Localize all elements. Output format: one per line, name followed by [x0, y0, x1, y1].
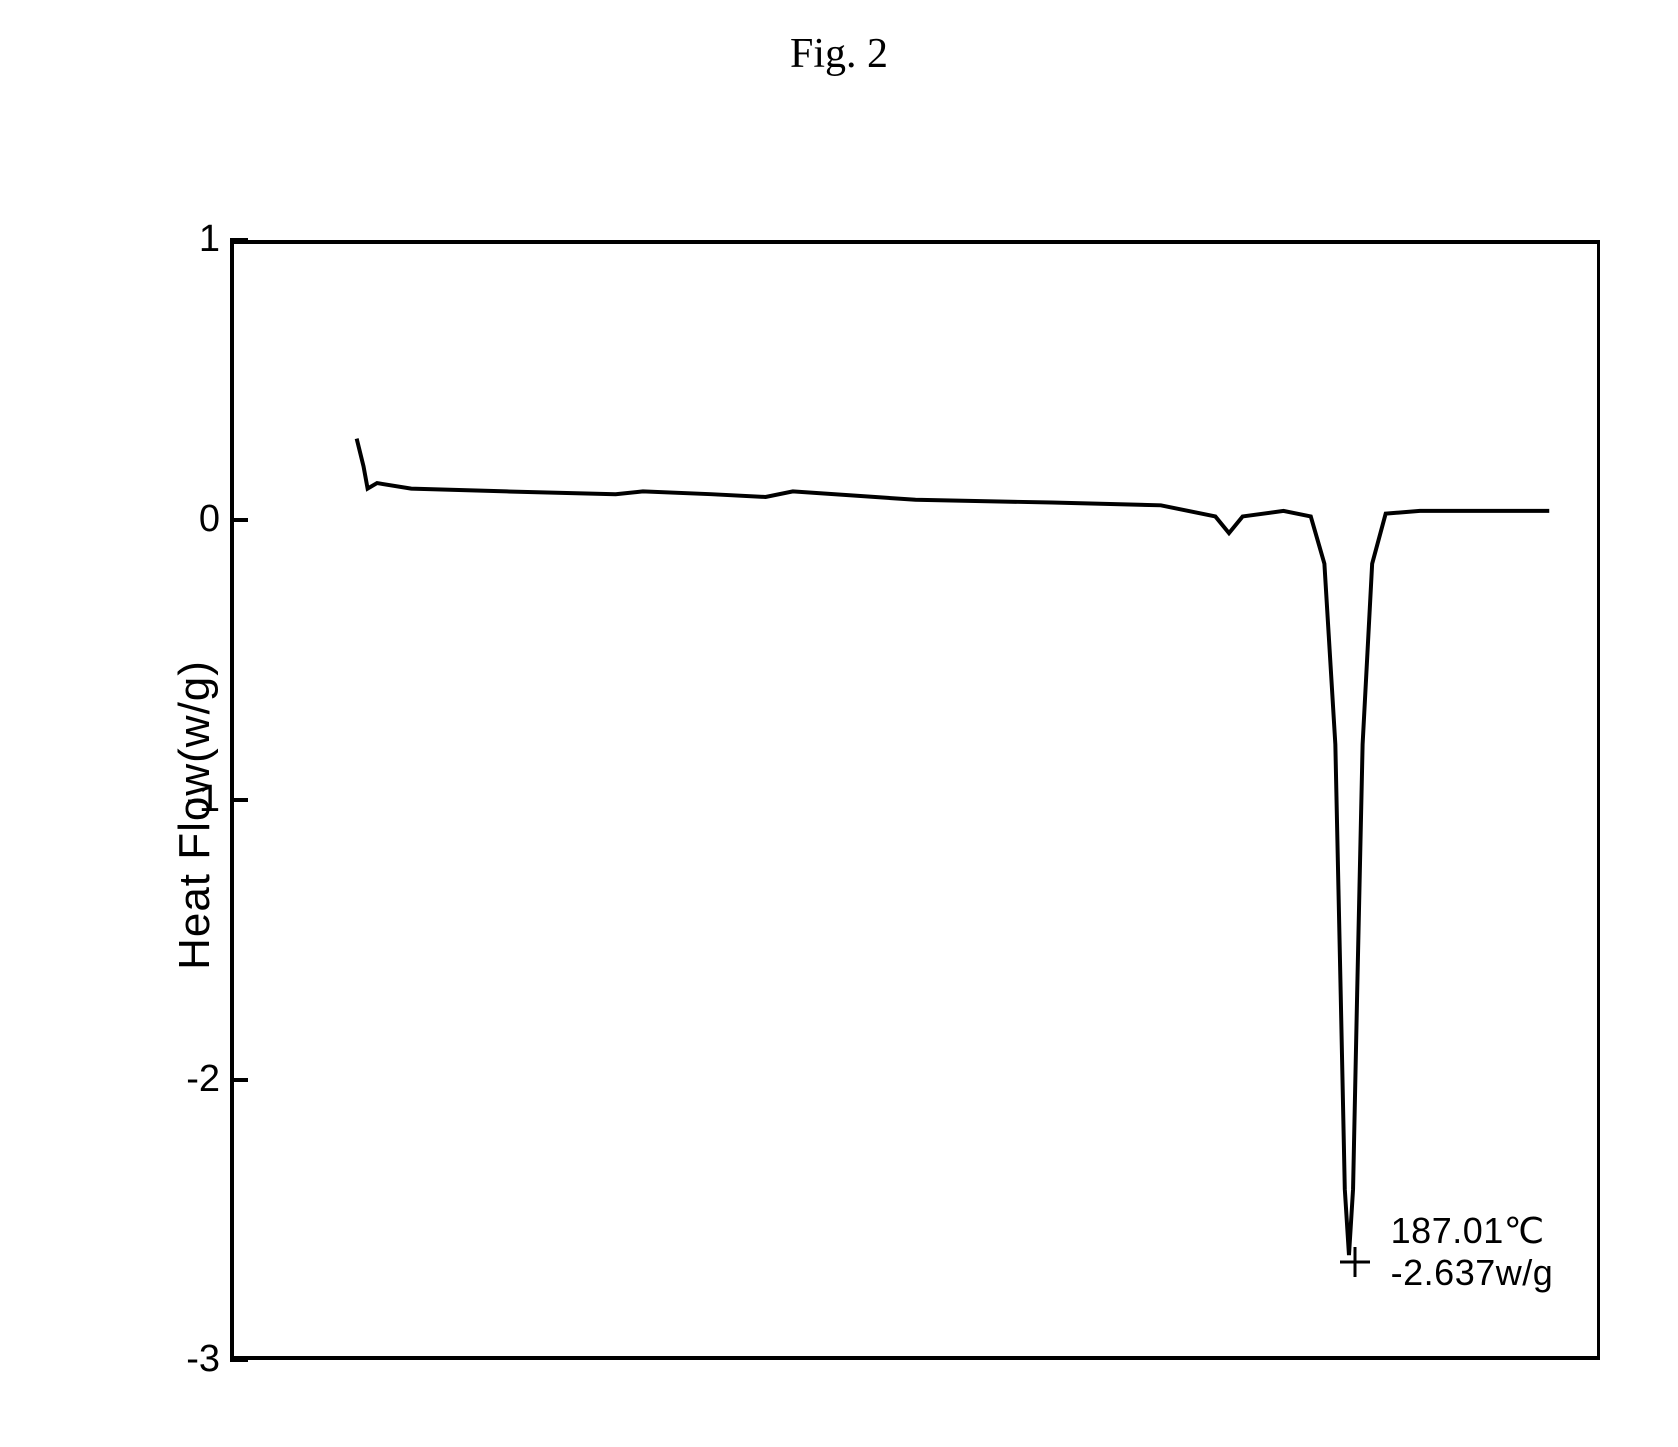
peak-temperature-label: 187.01℃	[1391, 1210, 1545, 1252]
y-tick-label: 0	[140, 498, 220, 541]
heat-flow-curve	[234, 244, 1597, 1356]
peak-marker-icon	[1340, 1247, 1370, 1277]
peak-value-label: -2.637w/g	[1391, 1252, 1554, 1294]
figure-title: Fig. 2	[790, 30, 888, 78]
y-tick-label: -2	[140, 1058, 220, 1101]
y-tick-label: -3	[140, 1338, 220, 1381]
plot-area	[230, 240, 1600, 1360]
y-tick-label: 1	[140, 218, 220, 261]
y-tick-label: -1	[140, 778, 220, 821]
dsc-chart: Heat Flow(w/g) 10-1-2-3 187.01℃ -2.637w/…	[110, 240, 1610, 1390]
